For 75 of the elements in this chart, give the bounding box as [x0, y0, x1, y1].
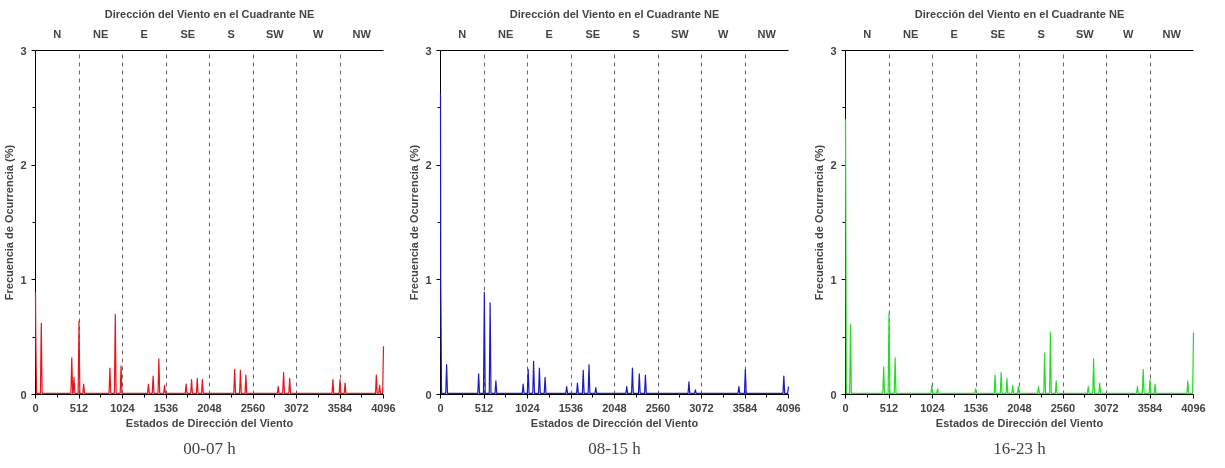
y-tick-label: 1 — [830, 273, 837, 286]
text: E — [140, 27, 148, 40]
x-tick-label: 4096 — [1181, 401, 1206, 414]
x-tick-label: 1024 — [920, 401, 946, 414]
x-tick-label: 3072 — [1094, 401, 1119, 414]
x-tick-label: 2048 — [602, 401, 627, 414]
x-tick-label: 3072 — [689, 401, 714, 414]
text: SW — [265, 27, 285, 40]
text: NE — [903, 27, 919, 40]
x-tick-label: 1536 — [153, 401, 179, 414]
x-tick-label: 3584 — [732, 401, 759, 414]
x-tick-label: 512 — [474, 401, 494, 414]
text: SE — [180, 27, 196, 40]
y-tick-label: 3 — [830, 44, 837, 57]
x-tick-label: 3584 — [1137, 401, 1164, 414]
x-tick-label: 4096 — [371, 401, 396, 414]
x-tick-label: 2560 — [645, 401, 671, 414]
x-tick-label: 1536 — [963, 401, 989, 414]
text: SW — [670, 27, 690, 40]
text: W — [313, 27, 325, 40]
y-tick-label: 3 — [20, 44, 27, 57]
y-tick-label: 2 — [425, 159, 432, 172]
text: N — [863, 27, 872, 40]
x-axis-title: Estados de Dirección del Viento — [530, 416, 699, 429]
chart-title: Dirección del Viento en el Cuadrante NE — [104, 7, 315, 20]
x-tick-label: 4096 — [776, 401, 801, 414]
x-axis-title: Estados de Dirección del Viento — [935, 416, 1104, 429]
text: E — [545, 27, 553, 40]
text: N — [458, 27, 467, 40]
x-tick-label: 1536 — [558, 401, 584, 414]
text: E — [950, 27, 958, 40]
x-tick-label: 512 — [69, 401, 89, 414]
text: NW — [1162, 27, 1182, 40]
y-axis-title: Frecuencia de Ocurrencia (%) — [408, 144, 421, 301]
text: SE — [585, 27, 601, 40]
x-axis-title: Estados de Dirección del Viento — [125, 416, 294, 429]
y-tick-label: 1 — [20, 273, 27, 286]
text: SE — [990, 27, 1006, 40]
text: 16-23 h — [993, 438, 1047, 458]
text: 00-07 h — [183, 438, 237, 458]
x-tick-label: 1024 — [515, 401, 541, 414]
x-tick-label: 2048 — [1007, 401, 1032, 414]
y-axis-title: Frecuencia de Ocurrencia (%) — [3, 144, 16, 301]
text: W — [718, 27, 730, 40]
x-tick-label: 3072 — [284, 401, 309, 414]
x-tick-label: 3584 — [327, 401, 354, 414]
text: N — [53, 27, 62, 40]
text: NE — [93, 27, 109, 40]
chart-title: Dirección del Viento en el Cuadrante NE — [914, 7, 1125, 20]
y-axis-title: Frecuencia de Ocurrencia (%) — [813, 144, 826, 301]
y-tick-label: 1 — [425, 273, 432, 286]
text: S — [632, 27, 640, 40]
x-tick-label: 0 — [437, 401, 444, 414]
y-tick-label: 3 — [425, 44, 432, 57]
y-tick-label: 0 — [830, 388, 837, 401]
text: NW — [757, 27, 777, 40]
y-tick-label: 2 — [20, 159, 27, 172]
x-tick-label: 2560 — [1050, 401, 1076, 414]
x-tick-label: 0 — [32, 401, 39, 414]
text: SW — [1075, 27, 1095, 40]
chart-title: Dirección del Viento en el Cuadrante NE — [509, 7, 720, 20]
text: NW — [352, 27, 372, 40]
x-tick-label: 1024 — [110, 401, 136, 414]
x-tick-label: 512 — [879, 401, 899, 414]
x-tick-label: 2560 — [240, 401, 266, 414]
y-tick-label: 2 — [830, 159, 837, 172]
y-tick-label: 0 — [425, 388, 432, 401]
text: W — [1123, 27, 1135, 40]
text: NE — [498, 27, 514, 40]
x-tick-label: 2048 — [197, 401, 222, 414]
text: S — [1037, 27, 1045, 40]
text: 08-15 h — [588, 438, 642, 458]
x-tick-label: 0 — [842, 401, 849, 414]
y-tick-label: 0 — [20, 388, 27, 401]
text: S — [227, 27, 235, 40]
